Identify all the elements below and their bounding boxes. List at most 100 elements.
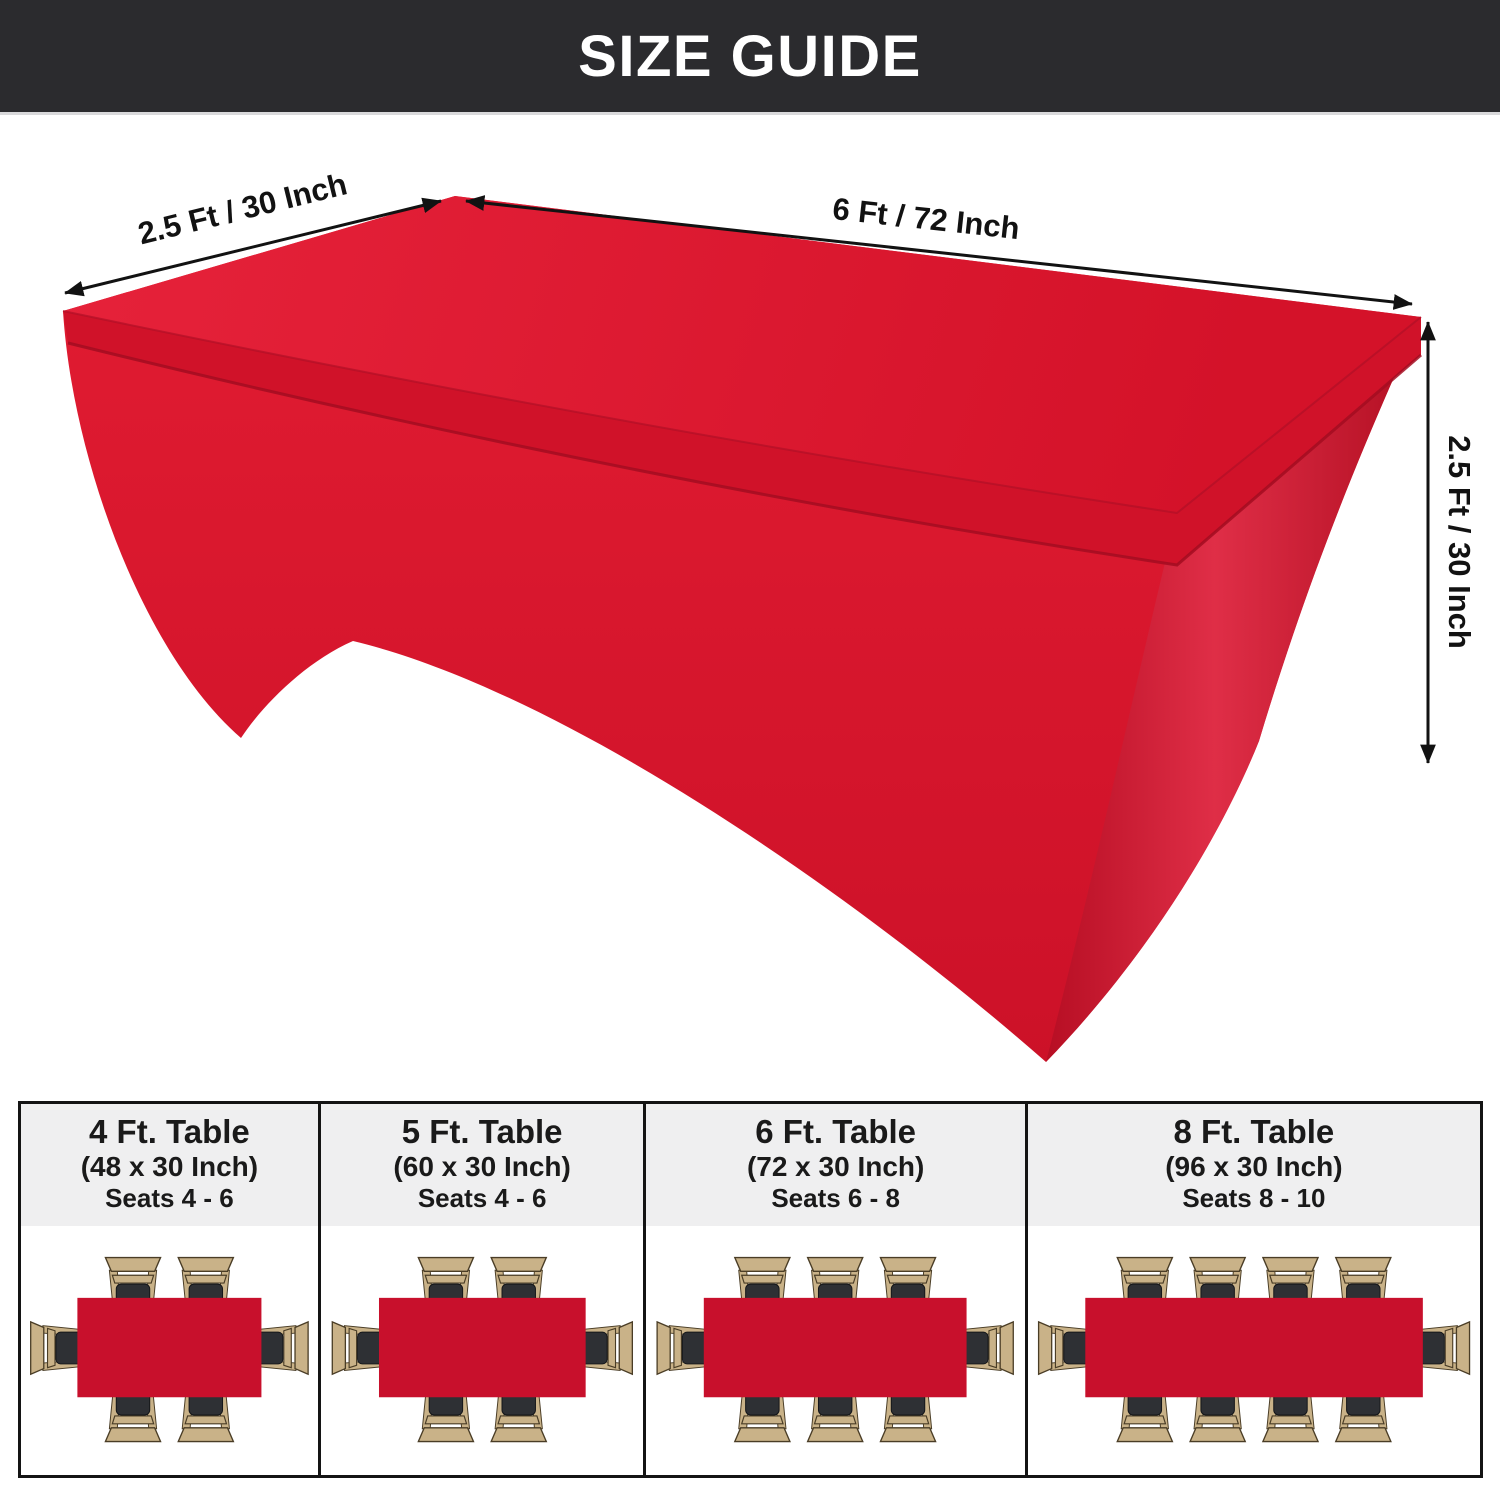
chair-frame	[489, 1426, 548, 1442]
chair-icon	[489, 1378, 548, 1442]
width-arrow	[64, 197, 442, 297]
chair-frame	[1261, 1426, 1319, 1442]
chair-frame	[1455, 1320, 1471, 1375]
table-seating-diagram	[656, 1256, 1015, 1442]
chair-frame	[46, 1327, 56, 1369]
size-option-dimensions: (60 x 30 Inch)	[393, 1150, 571, 1182]
chair-frame	[734, 1426, 792, 1442]
chair-frame	[348, 1327, 357, 1369]
size-option-diagram-area	[320, 1226, 644, 1475]
size-option-column: 4 Ft. Table (48 x 30 Inch) Seats 4 - 6	[21, 1104, 321, 1475]
size-option-title: 5 Ft. Table	[401, 1113, 563, 1150]
table-seating-diagram	[1037, 1256, 1471, 1442]
size-option-seats: Seats 4 - 6	[417, 1183, 547, 1214]
chair-frame	[424, 1415, 468, 1425]
tablecloth-rim	[63, 311, 1421, 565]
chair-icon	[807, 1378, 865, 1442]
chair-frame	[184, 1274, 228, 1284]
chair-frame	[104, 1426, 162, 1442]
chair-frame	[30, 1320, 45, 1375]
diagram-table-top	[704, 1297, 968, 1397]
chair-frame	[424, 1274, 468, 1284]
chair-frame	[814, 1274, 858, 1284]
size-option-title: 6 Ft. Table	[755, 1113, 917, 1150]
size-option-seats: Seats 6 - 8	[771, 1183, 900, 1214]
chair-frame	[607, 1327, 616, 1369]
chair-frame	[283, 1327, 292, 1369]
chair-frame	[184, 1415, 228, 1425]
size-option-diagram-area	[646, 1226, 1025, 1475]
chair-frame	[999, 1320, 1015, 1375]
chair-frame	[177, 1426, 235, 1442]
chair-frame	[1123, 1274, 1167, 1284]
chair-frame	[1341, 1274, 1385, 1284]
chair-frame	[1334, 1426, 1392, 1442]
chair-frame	[104, 1256, 162, 1272]
tablecloth-side-face	[1046, 317, 1421, 1062]
height-dimension-label: 2.5 Ft / 30 Inch	[1442, 435, 1477, 649]
chair-frame	[988, 1327, 998, 1369]
chair-frame	[1334, 1256, 1392, 1272]
chair-frame	[177, 1256, 235, 1272]
chair-frame	[1054, 1327, 1064, 1369]
diagram-table-top	[378, 1297, 586, 1397]
chair-frame	[673, 1327, 683, 1369]
size-option-dimensions: (48 x 30 Inch)	[80, 1150, 259, 1182]
chair-frame	[1037, 1320, 1053, 1375]
chair-frame	[1116, 1256, 1174, 1272]
chair-frame	[807, 1256, 865, 1272]
size-option-header: 5 Ft. Table (60 x 30 Inch) Seats 4 - 6	[320, 1104, 644, 1227]
chair-frame	[1261, 1256, 1319, 1272]
size-option-header: 6 Ft. Table (72 x 30 Inch) Seats 6 - 8	[646, 1104, 1025, 1227]
chair-frame	[111, 1415, 155, 1425]
chair-frame	[741, 1415, 785, 1425]
size-option-seats: Seats 4 - 6	[105, 1183, 234, 1214]
chair-frame	[1188, 1426, 1247, 1442]
chair-icon	[1116, 1378, 1174, 1442]
chair-frame	[879, 1426, 938, 1442]
length-arrow	[465, 195, 1413, 310]
chair-frame	[1268, 1415, 1312, 1425]
chair-frame	[734, 1256, 792, 1272]
chair-frame	[294, 1320, 309, 1375]
chair-frame	[618, 1320, 633, 1375]
size-option-column: 8 Ft. Table (96 x 30 Inch) Seats 8 - 10	[1027, 1104, 1480, 1475]
chair-frame	[656, 1320, 672, 1375]
size-option-column: 5 Ft. Table (60 x 30 Inch) Seats 4 - 6	[320, 1104, 647, 1475]
tablecloth-illustration: 2.5 Ft / 30 Inch 6 Ft / 72 Inch 2.5 Ft /…	[0, 115, 1500, 1090]
chair-frame	[1444, 1327, 1454, 1369]
chair-frame	[807, 1426, 865, 1442]
chair-frame	[111, 1274, 155, 1284]
size-option-title: 8 Ft. Table	[1173, 1113, 1335, 1150]
table-seating-diagram	[30, 1256, 309, 1442]
chair-frame	[497, 1274, 541, 1284]
chair-frame	[886, 1274, 930, 1284]
chair-frame	[1188, 1256, 1247, 1272]
page-title: SIZE GUIDE	[578, 23, 922, 89]
size-option-diagram-area	[21, 1226, 318, 1475]
diagram-table-top	[1085, 1297, 1423, 1397]
size-option-dimensions: (96 x 30 Inch)	[1165, 1150, 1343, 1182]
chair-frame	[1196, 1274, 1239, 1284]
size-option-dimensions: (72 x 30 Inch)	[746, 1150, 925, 1182]
chair-frame	[814, 1415, 858, 1425]
table-seating-diagram	[331, 1256, 633, 1442]
size-option-title: 4 Ft. Table	[89, 1113, 250, 1150]
chair-frame	[1196, 1415, 1239, 1425]
rim-crease-line	[67, 341, 1422, 567]
chair-frame	[417, 1256, 475, 1272]
chair-frame	[741, 1274, 785, 1284]
size-option-header: 8 Ft. Table (96 x 30 Inch) Seats 8 - 10	[1027, 1104, 1480, 1227]
diagram-table-top	[77, 1297, 262, 1397]
chair-frame	[886, 1415, 930, 1425]
top-edge-line	[62, 310, 1422, 515]
chair-frame	[417, 1426, 475, 1442]
chair-frame	[1116, 1426, 1174, 1442]
chair-frame	[331, 1320, 346, 1375]
tablecloth-svg: 2.5 Ft / 30 Inch 6 Ft / 72 Inch 2.5 Ft /…	[62, 166, 1477, 1062]
chair-frame	[1341, 1415, 1385, 1425]
size-option-seats: Seats 8 - 10	[1182, 1183, 1326, 1214]
size-option-column: 6 Ft. Table (72 x 30 Inch) Seats 6 - 8	[646, 1104, 1028, 1475]
